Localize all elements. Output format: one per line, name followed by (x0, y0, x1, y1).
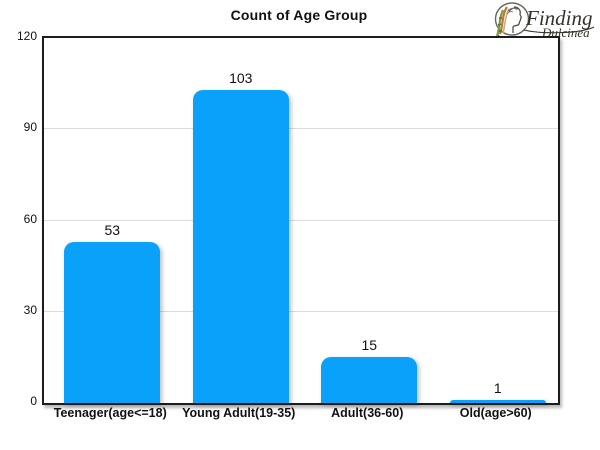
x-tick-label-1: Young Adult(19-35) (182, 406, 296, 420)
logo-badge-icon (494, 2, 530, 39)
x-tick-label-0: Teenager(age<=18) (53, 406, 167, 420)
y-tick-label-120: 120 (16, 29, 37, 43)
gridline-y-30 (44, 310, 558, 312)
y-tick-label-0: 0 (30, 394, 37, 408)
plot-area: 53 103 15 1 (42, 36, 560, 405)
bar-1[interactable] (192, 89, 289, 403)
x-tick-label-3: Old(age>60) (459, 406, 532, 420)
bar-value-label-3: 1 (493, 379, 502, 396)
y-tick-label-90: 90 (23, 120, 37, 135)
x-tick-label-2: Adult(36-60) (331, 406, 404, 420)
bar-value-label-1: 103 (229, 69, 253, 86)
bar-2[interactable] (321, 357, 418, 403)
bar-value-label-0: 53 (104, 221, 121, 238)
logo-wordmark-line1: Finding (525, 6, 593, 30)
y-tick-label-60: 60 (23, 211, 37, 226)
bar-0[interactable] (64, 241, 161, 403)
gridline-y-90 (44, 128, 558, 130)
bar-3[interactable] (449, 399, 546, 403)
y-tick-label-30: 30 (23, 302, 37, 317)
gridline-y-60 (44, 219, 558, 221)
bar-value-label-2: 15 (361, 337, 378, 354)
chart-title: Count of Age Group (230, 7, 368, 23)
